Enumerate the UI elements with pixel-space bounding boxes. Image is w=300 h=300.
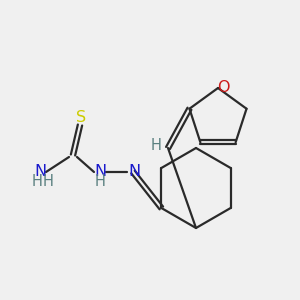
Text: S: S [76,110,86,124]
Text: N: N [128,164,140,178]
Text: H: H [151,137,161,152]
Text: H: H [94,175,105,190]
Text: N: N [34,164,46,178]
Text: H: H [32,175,42,190]
Text: H: H [43,175,53,190]
Text: O: O [217,80,229,94]
Text: N: N [94,164,106,178]
